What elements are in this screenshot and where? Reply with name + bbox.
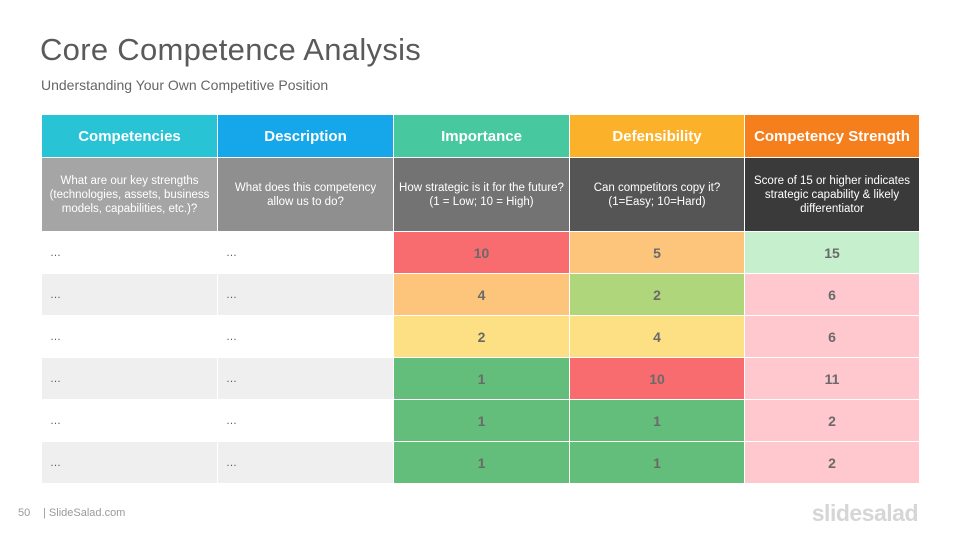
cell-competency-strength: 2 [744, 441, 920, 484]
cell-importance: 10 [393, 231, 570, 274]
cell-defensibility: 2 [569, 273, 745, 316]
cell-competency: … [41, 441, 218, 484]
desc-competencies: What are our key strengths (technologies… [41, 157, 218, 232]
cell-description: … [217, 231, 394, 274]
header-importance: Importance [393, 114, 570, 158]
table-row: …… 10 5 15 [41, 231, 920, 274]
table-row: …… 4 2 6 [41, 273, 920, 316]
cell-competency-strength: 2 [744, 399, 920, 442]
cell-defensibility: 5 [569, 231, 745, 274]
table-row: …… 1 1 2 [41, 441, 920, 484]
cell-competency-strength: 6 [744, 315, 920, 358]
cell-defensibility: 10 [569, 357, 745, 400]
cell-importance: 1 [393, 441, 570, 484]
cell-description: … [217, 399, 394, 442]
slide-subtitle: Understanding Your Own Competitive Posit… [41, 77, 329, 93]
footer-site: | SlideSalad.com [43, 507, 126, 519]
description-row: What are our key strengths (technologies… [41, 157, 920, 232]
cell-importance: 1 [393, 357, 570, 400]
cell-description: … [217, 273, 394, 316]
desc-competency-strength: Score of 15 or higher indicates strategi… [744, 157, 920, 232]
header-competencies: Competencies [41, 114, 218, 158]
cell-importance: 2 [393, 315, 570, 358]
cell-competency-strength: 6 [744, 273, 920, 316]
desc-description: What does this competency allow us to do… [217, 157, 394, 232]
desc-defensibility: Can competitors copy it? (1=Easy; 10=Hard… [569, 157, 745, 232]
slidesalad-logo: slidesalad [811, 500, 919, 526]
cell-defensibility: 1 [569, 441, 745, 484]
cell-competency: … [41, 315, 218, 358]
slide-title: Core Competence Analysis [40, 32, 422, 67]
header-row: Competencies Description Importance Defe… [41, 114, 920, 158]
cell-competency: … [41, 231, 218, 274]
page-number: 50 [18, 507, 31, 519]
cell-competency-strength: 11 [744, 357, 920, 400]
cell-competency: … [41, 399, 218, 442]
cell-defensibility: 1 [569, 399, 745, 442]
cell-competency: … [41, 357, 218, 400]
table-row: …… 1 10 11 [41, 357, 920, 400]
cell-competency: … [41, 273, 218, 316]
header-competency-strength: Competency Strength [744, 114, 920, 158]
header-defensibility: Defensibility [569, 114, 745, 158]
cell-importance: 1 [393, 399, 570, 442]
table-row: …… 1 1 2 [41, 399, 920, 442]
competence-table: Competencies Description Importance Defe… [41, 114, 920, 484]
cell-defensibility: 4 [569, 315, 745, 358]
cell-description: … [217, 357, 394, 400]
cell-competency-strength: 15 [744, 231, 920, 274]
header-description: Description [217, 114, 394, 158]
cell-description: … [217, 441, 394, 484]
table-row: …… 2 4 6 [41, 315, 920, 358]
cell-description: … [217, 315, 394, 358]
desc-importance: How strategic is it for the future? (1 = … [393, 157, 570, 232]
cell-importance: 4 [393, 273, 570, 316]
